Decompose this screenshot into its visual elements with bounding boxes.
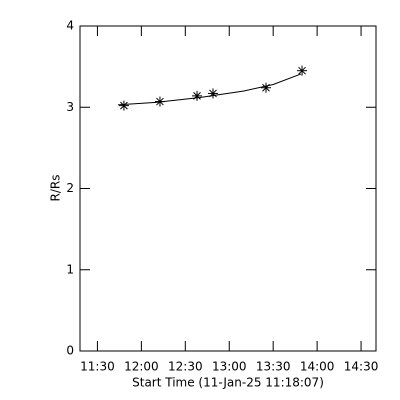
asterisk-marker bbox=[207, 88, 218, 99]
y-tick-label: 3 bbox=[66, 100, 74, 114]
x-tick-label: 12:30 bbox=[168, 360, 203, 374]
asterisk-marker bbox=[192, 90, 203, 101]
y-tick-label: 4 bbox=[66, 19, 74, 33]
x-tick-label: 11:30 bbox=[80, 360, 115, 374]
y-tick-label: 2 bbox=[66, 181, 74, 195]
x-tick-label: 13:30 bbox=[256, 360, 291, 374]
y-tick-label: 1 bbox=[66, 262, 74, 276]
y-axis-label: R/Rs bbox=[49, 175, 63, 202]
y-tick-label: 0 bbox=[66, 344, 74, 358]
asterisk-stroke bbox=[298, 66, 306, 75]
x-axis-label: Start Time (11-Jan-25 11:18:07) bbox=[132, 376, 324, 390]
asterisk-stroke bbox=[120, 101, 128, 110]
asterisk-marker bbox=[261, 82, 272, 93]
x-tick-label: 14:00 bbox=[300, 360, 335, 374]
asterisk-marker bbox=[297, 65, 308, 76]
x-tick-label: 12:00 bbox=[124, 360, 159, 374]
x-tick-label: 13:00 bbox=[212, 360, 247, 374]
fit-line bbox=[117, 73, 302, 106]
asterisk-marker bbox=[118, 100, 129, 111]
x-tick-label: 14:30 bbox=[344, 360, 379, 374]
plot-frame bbox=[79, 25, 377, 352]
